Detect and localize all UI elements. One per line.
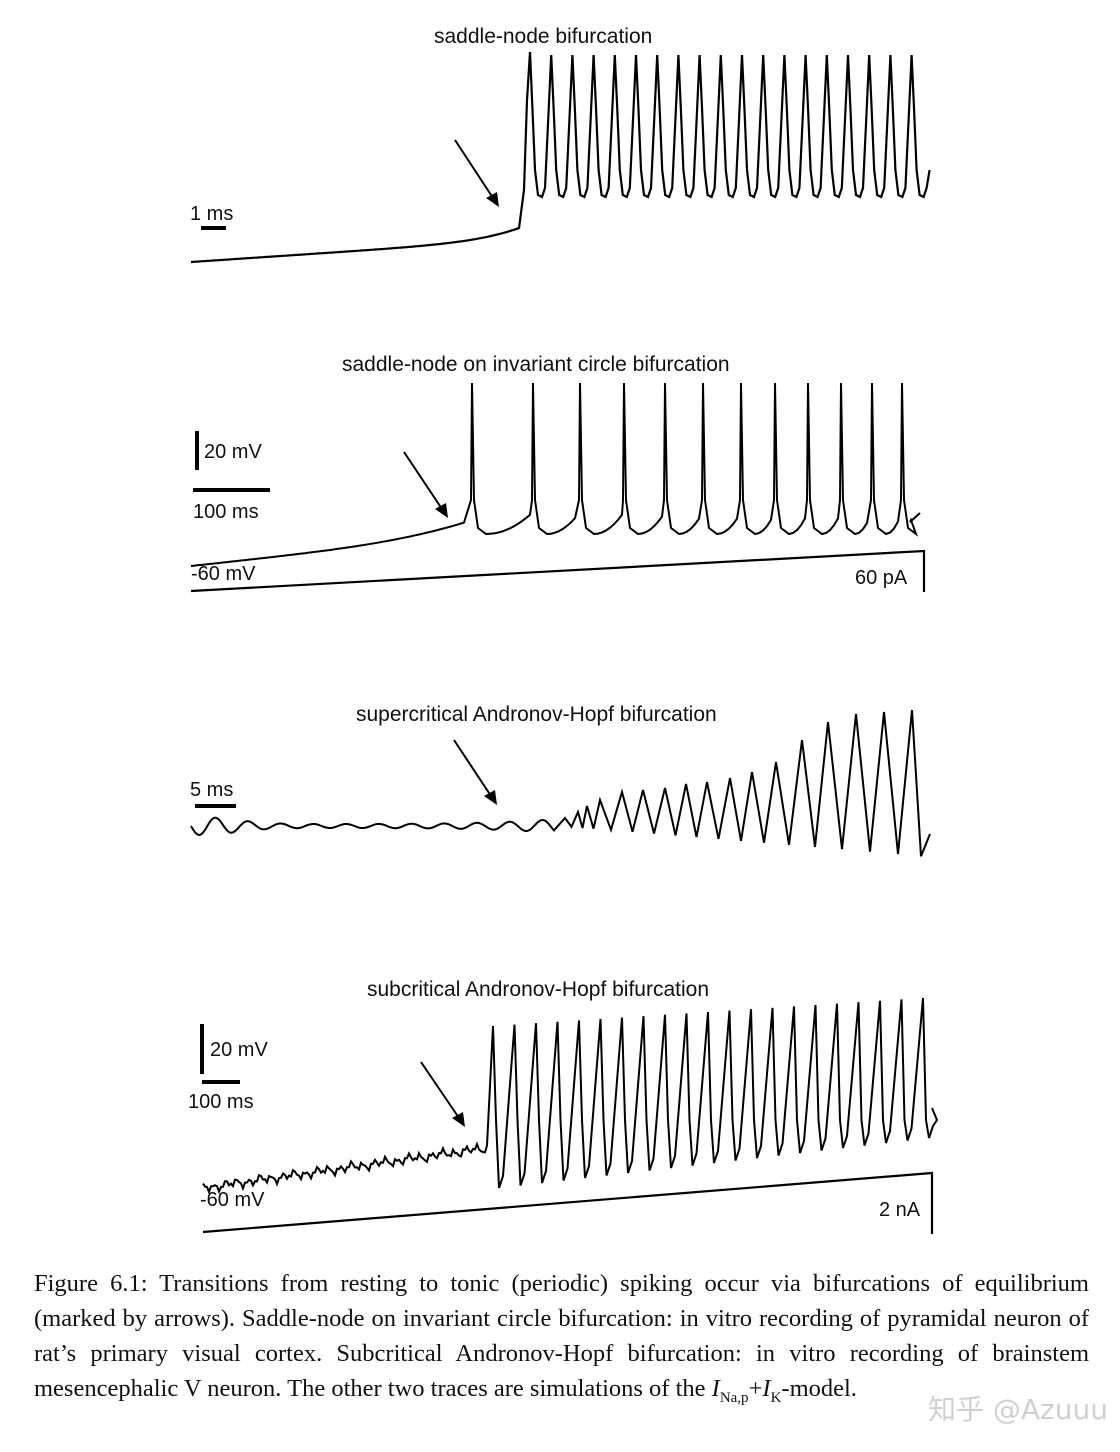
figure-traces: saddle-node bifurcation 1 ms saddle-node… <box>188 25 939 1234</box>
time-scale-label: 5 ms <box>190 779 233 801</box>
time-scale-label: 100 ms <box>188 1091 254 1113</box>
figure-caption: Figure 6.1: Transitions from resting to … <box>34 1266 1089 1416</box>
formula-plus: + <box>748 1375 763 1402</box>
caption-text: Figure 6.1: Transitions from resting to … <box>34 1270 1089 1402</box>
time-scale-label: 100 ms <box>193 501 259 523</box>
voltage-scale-label: 20 mV <box>210 1039 268 1061</box>
panel-snic: saddle-node on invariant circle bifurcat… <box>190 353 926 593</box>
panel-supercritical-hopf: supercritical Andronov-Hopf bifurcation … <box>190 703 931 857</box>
panel-subcritical-hopf: subcritical Andronov-Hopf bifurcation 20… <box>188 978 939 1234</box>
bifurcation-arrow <box>403 451 448 518</box>
resting-potential-label: -60 mV <box>191 563 256 585</box>
watermark: 知乎 @Azuuu <box>928 1393 1108 1426</box>
resting-potential-label: -60 mV <box>200 1189 265 1211</box>
voltage-trace <box>190 709 931 857</box>
formula-subscript: Na,p <box>719 1389 749 1406</box>
panel-title: supercritical Andronov-Hopf bifurcation <box>356 703 717 726</box>
voltage-trace <box>202 997 939 1195</box>
bifurcation-arrow <box>453 739 497 805</box>
caption-text-end: -model. <box>781 1375 857 1402</box>
bifurcation-arrow <box>420 1061 465 1127</box>
formula-current-symbol: I <box>762 1375 771 1402</box>
current-ramp <box>202 1171 934 1234</box>
time-scale-label: 1 ms <box>190 203 233 225</box>
panel-title: saddle-node on invariant circle bifurcat… <box>342 353 730 376</box>
voltage-trace <box>190 382 921 567</box>
panel-title: saddle-node bifurcation <box>434 25 652 48</box>
current-label: 2 nA <box>879 1199 921 1221</box>
voltage-trace <box>190 51 931 264</box>
panel-saddle-node: saddle-node bifurcation 1 ms <box>190 25 931 264</box>
voltage-scale-label: 20 mV <box>204 441 262 463</box>
bifurcation-arrow <box>454 139 499 207</box>
current-ramp <box>190 549 926 593</box>
panel-title: subcritical Andronov-Hopf bifurcation <box>367 978 709 1001</box>
formula-subscript: K <box>770 1389 782 1406</box>
formula-current-symbol: I <box>711 1375 720 1402</box>
current-label: 60 pA <box>855 567 908 589</box>
